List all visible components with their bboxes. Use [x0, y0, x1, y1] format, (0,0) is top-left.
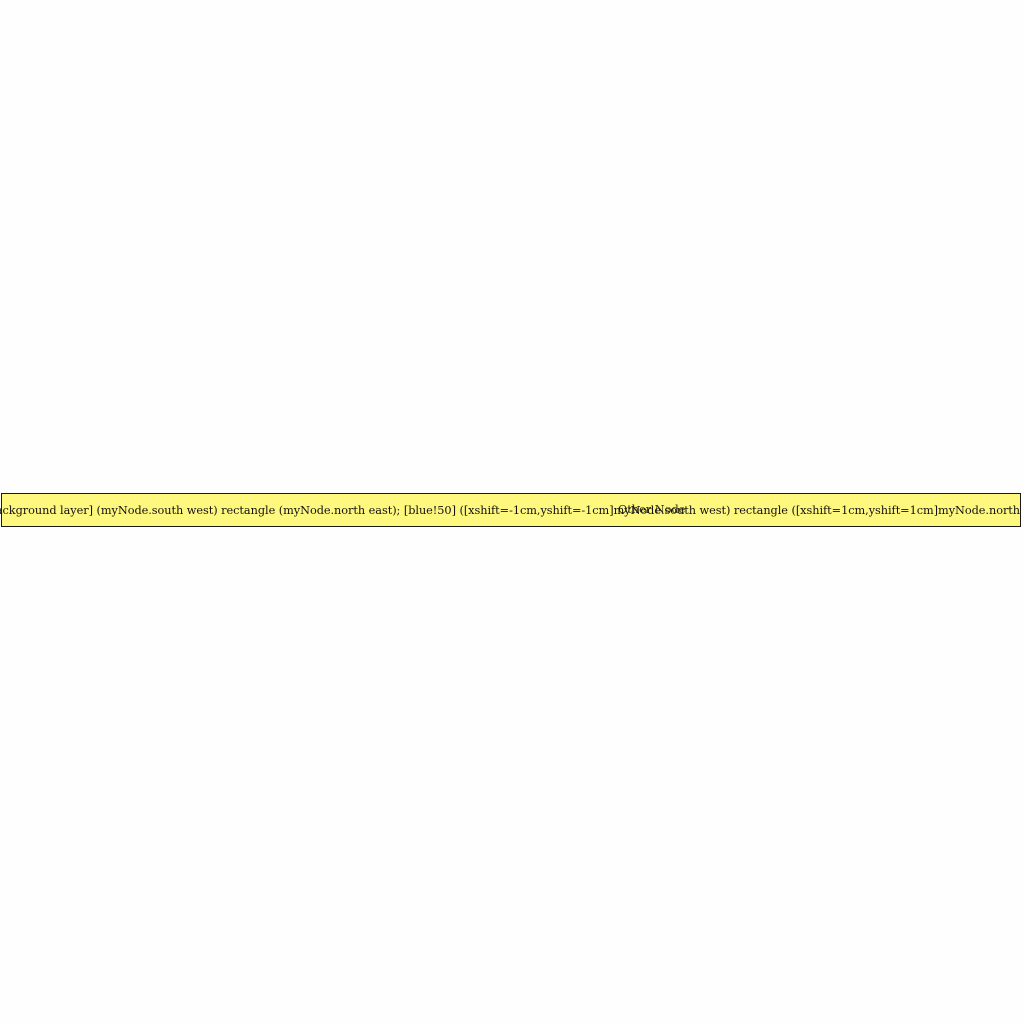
my-node: [on background layer] (myNode.south west… — [0, 493, 1024, 527]
other-node-label: Other Node — [618, 503, 686, 516]
my-node-label: [on background layer] (myNode.south west… — [0, 503, 1024, 517]
